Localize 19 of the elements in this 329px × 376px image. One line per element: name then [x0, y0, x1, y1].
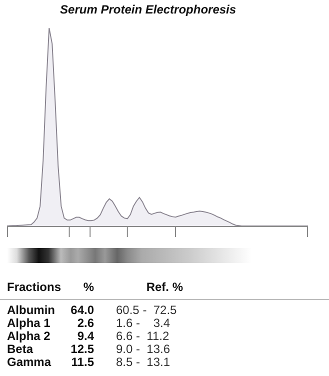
text: 12.5 [70, 342, 94, 356]
text: Beta [7, 342, 34, 356]
text: 6.6 - 11.2 [116, 329, 170, 343]
text: Albumin [7, 303, 55, 317]
text: 2.6 [77, 316, 94, 330]
chart-title: Serum Protein Electrophoresis [60, 2, 236, 16]
text: Alpha 1 [7, 316, 50, 330]
text: 9.0 - 13.6 [116, 342, 170, 356]
text: Gamma [7, 355, 52, 369]
text: Alpha 2 [7, 329, 50, 343]
text: Ref. % [146, 280, 183, 294]
text: 9.4 [77, 329, 94, 343]
text: 1.6 - 3.4 [116, 316, 170, 330]
text: 60.5 - 72.5 [116, 303, 177, 317]
text: Fractions [7, 280, 62, 294]
text: 64.0 [70, 303, 94, 317]
text: % [83, 280, 94, 294]
text: 8.5 - 13.1 [116, 355, 170, 369]
text: 11.5 [71, 355, 94, 369]
